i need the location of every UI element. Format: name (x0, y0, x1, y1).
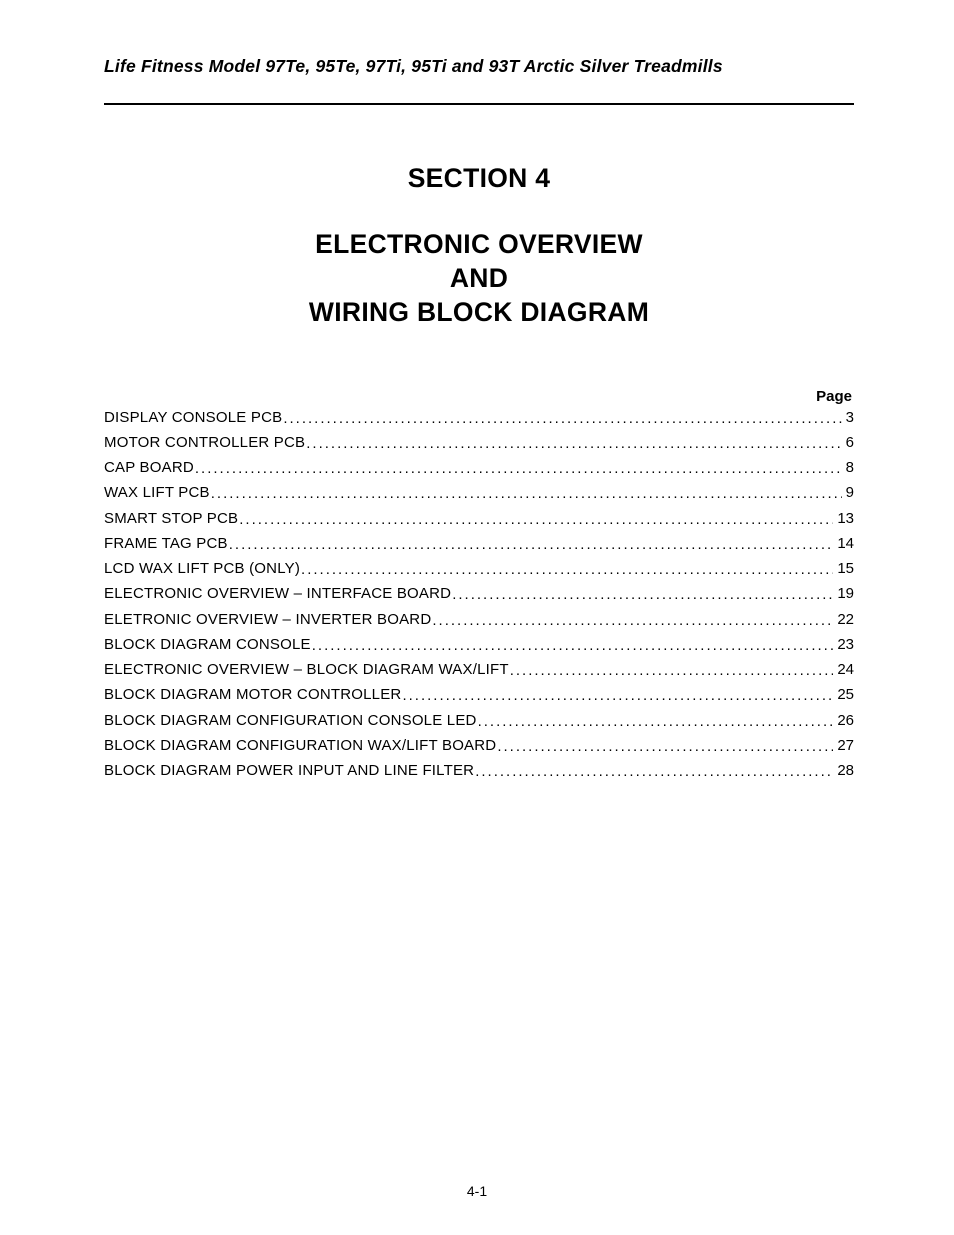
toc-leader-dots (496, 738, 833, 757)
section-subtitle: ELECTRONIC OVERVIEW AND WIRING BLOCK DIA… (104, 228, 854, 330)
toc-row: MOTOR CONTROLLER PCB 6 (104, 434, 854, 453)
toc-row: SMART STOP PCB 13 (104, 510, 854, 529)
toc-entry-page: 8 (842, 459, 854, 478)
toc-entry-label: BLOCK DIAGRAM CONFIGURATION CONSOLE LED (104, 712, 477, 731)
toc-row: ELECTRONIC OVERVIEW – INTERFACE BOARD 19 (104, 585, 854, 604)
toc-leader-dots (509, 662, 834, 681)
toc-row: CAP BOARD 8 (104, 459, 854, 478)
toc-entry-label: ELETRONIC OVERVIEW – INVERTER BOARD (104, 611, 431, 630)
toc-row: DISPLAY CONSOLE PCB 3 (104, 409, 854, 428)
subtitle-line-3: WIRING BLOCK DIAGRAM (309, 297, 649, 327)
subtitle-line-2: AND (450, 263, 508, 293)
toc-row: BLOCK DIAGRAM POWER INPUT AND LINE FILTE… (104, 762, 854, 781)
toc-row: ELETRONIC OVERVIEW – INVERTER BOARD 22 (104, 611, 854, 630)
toc-leader-dots (210, 485, 842, 504)
toc-leader-dots (300, 561, 833, 580)
toc-entry-label: BLOCK DIAGRAM CONFIGURATION WAX/LIFT BOA… (104, 737, 496, 756)
section-number-title: SECTION 4 (104, 163, 854, 194)
toc-row: BLOCK DIAGRAM CONFIGURATION WAX/LIFT BOA… (104, 737, 854, 756)
toc-row: ELECTRONIC OVERVIEW – BLOCK DIAGRAM WAX/… (104, 661, 854, 680)
document-page: Life Fitness Model 97Te, 95Te, 97Ti, 95T… (0, 0, 954, 1235)
toc-entry-label: MOTOR CONTROLLER PCB (104, 434, 305, 453)
subtitle-line-1: ELECTRONIC OVERVIEW (315, 229, 643, 259)
toc-leader-dots (305, 435, 841, 454)
toc-entry-label: BLOCK DIAGRAM POWER INPUT AND LINE FILTE… (104, 762, 474, 781)
toc-leader-dots (238, 511, 833, 530)
page-footer-number: 4-1 (0, 1183, 954, 1199)
toc-entry-label: ELECTRONIC OVERVIEW – BLOCK DIAGRAM WAX/… (104, 661, 509, 680)
toc-entry-label: SMART STOP PCB (104, 510, 238, 529)
toc-entry-page: 13 (833, 510, 854, 529)
toc-page-column-header: Page (104, 388, 854, 405)
toc-leader-dots (431, 612, 833, 631)
toc-entry-page: 28 (833, 762, 854, 781)
toc-leader-dots (477, 713, 834, 732)
toc-row: LCD WAX LIFT PCB (ONLY) 15 (104, 560, 854, 579)
toc-entry-page: 15 (833, 560, 854, 579)
toc-entry-label: FRAME TAG PCB (104, 535, 228, 554)
toc-entry-page: 6 (842, 434, 854, 453)
toc-entry-page: 27 (833, 737, 854, 756)
toc-leader-dots (282, 410, 841, 429)
toc-row: BLOCK DIAGRAM CONSOLE 23 (104, 636, 854, 655)
toc-row: FRAME TAG PCB 14 (104, 535, 854, 554)
toc-leader-dots (311, 637, 834, 656)
toc-leader-dots (474, 763, 833, 782)
toc-entry-page: 25 (833, 686, 854, 705)
toc-leader-dots (228, 536, 834, 555)
toc-entry-label: BLOCK DIAGRAM MOTOR CONTROLLER (104, 686, 401, 705)
toc-row: BLOCK DIAGRAM MOTOR CONTROLLER 25 (104, 686, 854, 705)
toc-leader-dots (194, 460, 842, 479)
header-rule (104, 103, 854, 105)
toc-entry-label: DISPLAY CONSOLE PCB (104, 409, 282, 428)
toc-entry-page: 24 (833, 661, 854, 680)
toc-entry-page: 23 (833, 636, 854, 655)
toc-leader-dots (451, 586, 833, 605)
toc-entry-label: LCD WAX LIFT PCB (ONLY) (104, 560, 300, 579)
running-header: Life Fitness Model 97Te, 95Te, 97Ti, 95T… (104, 56, 854, 77)
toc-entry-label: WAX LIFT PCB (104, 484, 210, 503)
toc-entry-label: ELECTRONIC OVERVIEW – INTERFACE BOARD (104, 585, 451, 604)
toc-entry-label: BLOCK DIAGRAM CONSOLE (104, 636, 311, 655)
title-block: SECTION 4 ELECTRONIC OVERVIEW AND WIRING… (104, 163, 854, 330)
toc-row: WAX LIFT PCB 9 (104, 484, 854, 503)
toc-row: BLOCK DIAGRAM CONFIGURATION CONSOLE LED … (104, 712, 854, 731)
toc-entry-page: 9 (842, 484, 854, 503)
table-of-contents: DISPLAY CONSOLE PCB 3 MOTOR CONTROLLER PC… (104, 409, 854, 781)
toc-entry-page: 14 (833, 535, 854, 554)
toc-entry-page: 3 (842, 409, 854, 428)
toc-entry-page: 26 (833, 712, 854, 731)
toc-entry-page: 19 (833, 585, 854, 604)
toc-leader-dots (401, 687, 833, 706)
toc-entry-page: 22 (833, 611, 854, 630)
toc-entry-label: CAP BOARD (104, 459, 194, 478)
